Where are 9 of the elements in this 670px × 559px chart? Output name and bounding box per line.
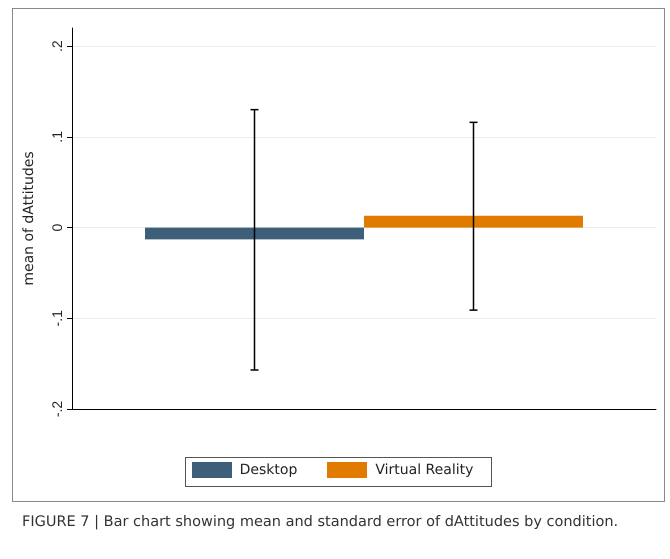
y-tick-label: .2 bbox=[49, 40, 65, 52]
y-tick-label: 0 bbox=[49, 223, 65, 232]
y-axis-title: mean of dAttitudes bbox=[21, 151, 37, 286]
legend-label: Virtual Reality bbox=[375, 462, 474, 478]
y-tick-label: .1 bbox=[49, 130, 65, 143]
caption: FIGURE 7 | Bar chart showing mean and standard error of dAttitudes by condition. bbox=[22, 513, 620, 532]
y-tick-label: -.2 bbox=[49, 400, 65, 418]
legend-label: Desktop bbox=[240, 462, 298, 478]
y-tick-label: -.1 bbox=[49, 310, 65, 326]
